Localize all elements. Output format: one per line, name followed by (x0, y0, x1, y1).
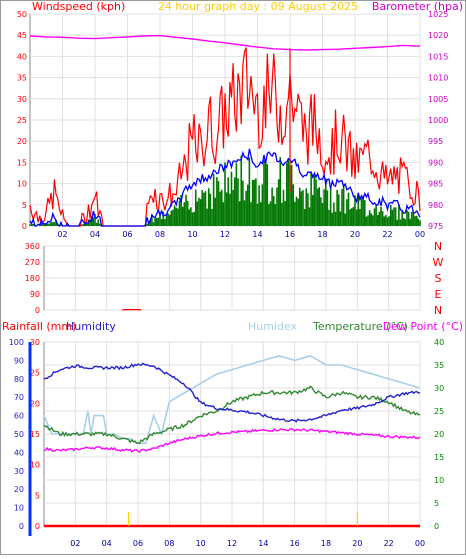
barometer-tick-label: 1015 (428, 52, 448, 61)
windspeed-tick-label: 35 (17, 74, 27, 83)
temperature-tick-label: 10 (434, 476, 444, 485)
humidity-axis-ticks: 0 10 20 30 40 50 60 70 80 90 100 (9, 338, 24, 531)
direction-degree-tick-label: 90 (30, 290, 40, 299)
temperature-time-axis: 02 04 06 08 10 12 14 16 18 20 22 00 (70, 539, 425, 548)
direction-degree-tick-label: 0 (35, 306, 40, 315)
direction-degree-ticks: 0 90 180 270 360 (25, 242, 40, 315)
compass-tick-label: S (435, 272, 442, 285)
time-tick-label: 22 (382, 230, 392, 239)
windspeed-tick-label: 15 (17, 158, 27, 167)
time-tick-label: 02 (70, 539, 80, 548)
temperature-tick-label: 40 (434, 338, 444, 347)
compass-tick-label: N (434, 304, 442, 317)
temperature-axis-ticks: 0 5 10 15 20 25 30 35 40 (434, 338, 444, 531)
humidity-tick-label: 0 (19, 522, 24, 531)
windspeed-axis-ticks: 0 5 10 15 20 25 30 35 40 45 50 (17, 10, 27, 231)
compass-tick-label: E (435, 288, 442, 301)
time-tick-label: 16 (290, 539, 300, 548)
time-tick-label: 20 (350, 230, 360, 239)
humidity-tick-label: 70 (14, 393, 24, 402)
time-tick-label: 06 (122, 230, 132, 239)
windspeed-tick-label: 30 (17, 95, 27, 104)
barometer-tick-label: 975 (428, 222, 443, 231)
time-tick-label: 18 (321, 539, 331, 548)
barometer-tick-label: 995 (428, 137, 443, 146)
barometer-tick-label: 990 (428, 158, 443, 167)
barometer-tick-label: 1000 (428, 116, 448, 125)
time-tick-label: 14 (252, 230, 262, 239)
compass-tick-label: W (433, 256, 444, 269)
windspeed-tick-label: 10 (17, 180, 27, 189)
time-tick-label: 14 (258, 539, 268, 548)
dewpoint-axis-label: Dew Point (°C) (383, 320, 463, 333)
time-tick-label: 00 (415, 230, 425, 239)
windspeed-tick-label: 20 (17, 137, 27, 146)
humidity-axis-label: Humidity (66, 320, 116, 333)
humidity-tick-label: 20 (14, 485, 24, 494)
temperature-humidity-panel: 0 10 20 30 40 50 60 70 80 90 100 0 5 10 15 20 25 30 0 5 10… (2, 320, 463, 548)
temperature-tick-label: 25 (434, 407, 444, 416)
direction-degree-tick-label: 180 (25, 274, 40, 283)
humidity-tick-label: 50 (14, 430, 24, 439)
barometer-axis-label: Barometer (hpa) (372, 0, 463, 13)
temperature-tick-label: 5 (434, 499, 439, 508)
time-tick-label: 16 (285, 230, 295, 239)
humidity-tick-label: 30 (14, 467, 24, 476)
windspeed-tick-label: 40 (17, 52, 27, 61)
wind-time-axis: 02 04 06 08 10 12 14 16 18 20 22 00 (57, 230, 425, 239)
time-tick-label: 12 (220, 230, 230, 239)
rainfall-tick-label: 0 (35, 522, 40, 531)
humidex-axis-label: Humidex (248, 320, 298, 333)
windspeed-tick-label: 50 (17, 10, 27, 19)
temperature-tick-label: 30 (434, 384, 444, 393)
time-tick-label: 08 (164, 539, 174, 548)
windspeed-tick-label: 45 (17, 31, 27, 40)
rainfall-tick-label: 5 (35, 491, 40, 500)
time-tick-label: 04 (102, 539, 112, 548)
time-tick-label: 10 (187, 230, 197, 239)
barometer-tick-label: 985 (428, 180, 443, 189)
temperature-tick-label: 20 (434, 430, 444, 439)
windspeed-axis-label: Windspeed (kph) (32, 0, 125, 13)
chart-title: 24 hour graph day : 09 August 2025 (158, 0, 358, 13)
windspeed-tick-label: 25 (17, 116, 27, 125)
time-tick-label: 02 (57, 230, 67, 239)
direction-degree-tick-label: 270 (25, 258, 40, 267)
temperature-tick-label: 15 (434, 453, 444, 462)
humidity-tick-label: 10 (14, 504, 24, 513)
barometer-tick-label: 1020 (428, 31, 448, 40)
time-tick-label: 22 (384, 539, 394, 548)
time-tick-label: 04 (90, 230, 100, 239)
windspeed-tick-label: 0 (22, 222, 27, 231)
humidity-tick-label: 60 (14, 412, 24, 421)
humidity-tick-label: 100 (9, 338, 24, 347)
humidity-tick-label: 90 (14, 356, 24, 365)
direction-degree-tick-label: 360 (25, 242, 40, 251)
barometer-tick-label: 1005 (428, 95, 448, 104)
temperature-tick-label: 0 (434, 522, 439, 531)
barometer-tick-label: 980 (428, 201, 443, 210)
time-tick-label: 06 (133, 539, 143, 548)
windspeed-tick-label: 5 (22, 201, 27, 210)
compass-tick-label: N (434, 240, 442, 253)
time-tick-label: 10 (196, 539, 206, 548)
time-tick-label: 12 (227, 539, 237, 548)
barometer-tick-label: 1010 (428, 74, 448, 83)
time-tick-label: 00 (415, 539, 425, 548)
humidity-tick-label: 40 (14, 448, 24, 457)
humidity-tick-label: 80 (14, 375, 24, 384)
time-tick-label: 20 (352, 539, 362, 548)
temperature-tick-label: 35 (434, 361, 444, 370)
time-tick-label: 18 (317, 230, 327, 239)
time-tick-label: 08 (155, 230, 165, 239)
